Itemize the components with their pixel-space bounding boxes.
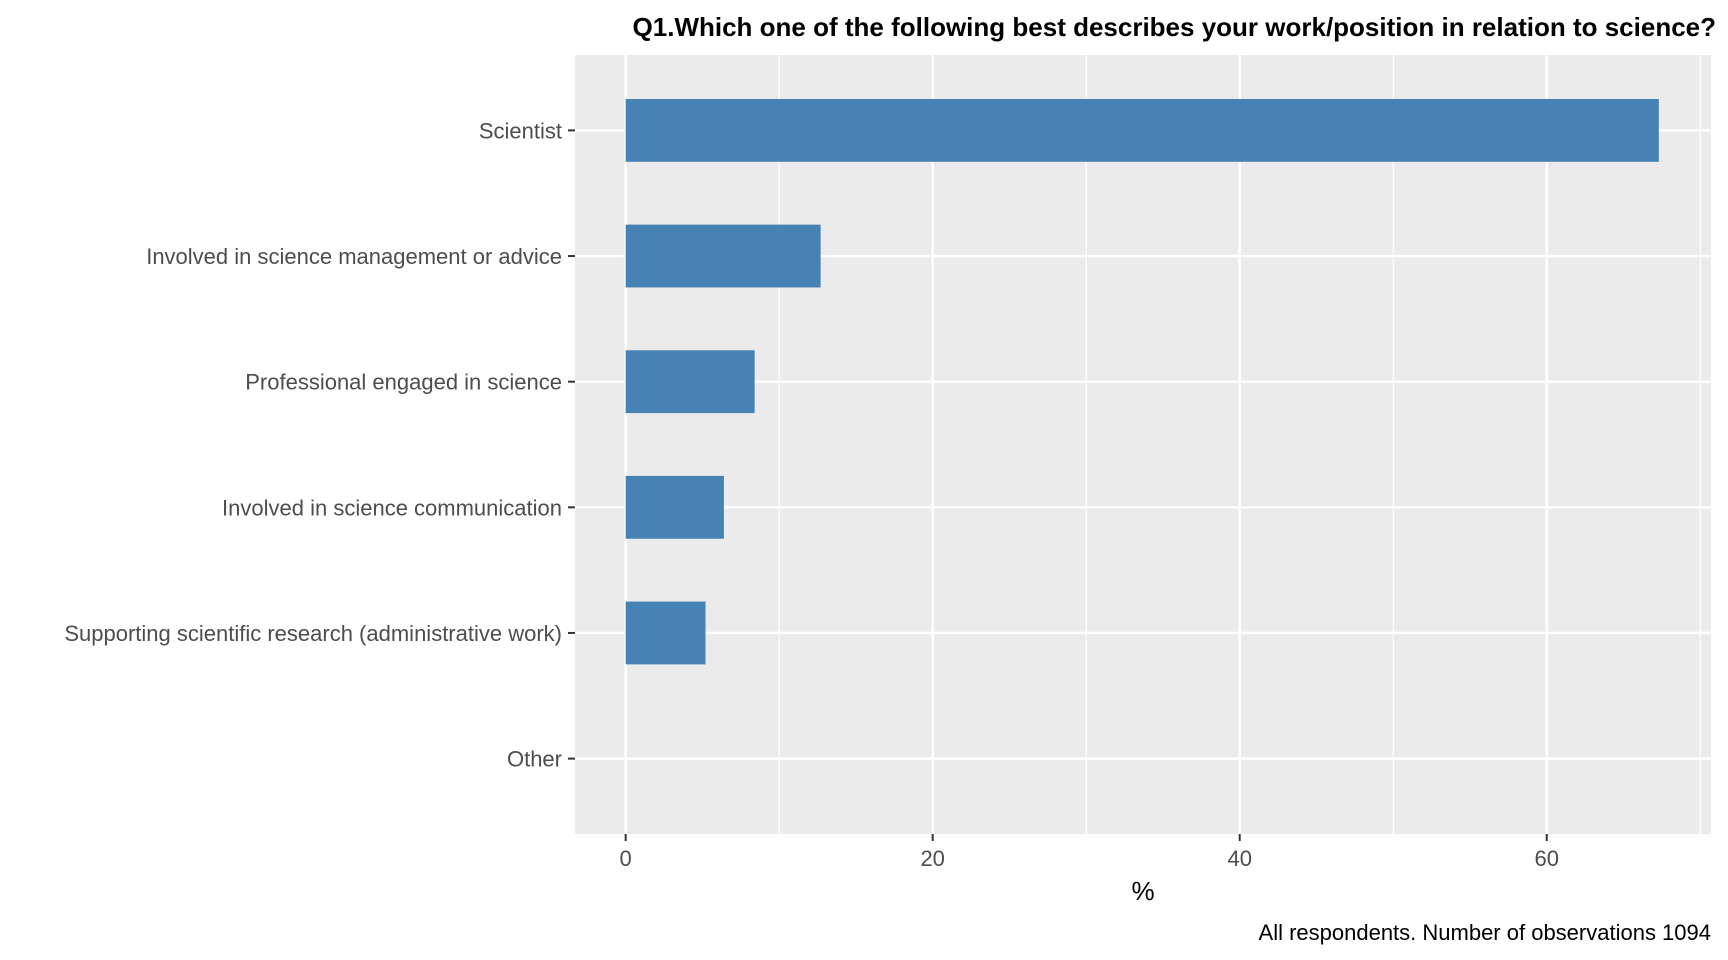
x-tick-label: 60 <box>1534 846 1558 871</box>
chart-caption: All respondents. Number of observations … <box>1259 920 1711 945</box>
category-label: Scientist <box>479 118 562 143</box>
bar <box>625 224 821 288</box>
x-tick-label: 0 <box>620 846 632 871</box>
category-label: Involved in science management or advice <box>146 244 562 269</box>
major-gridlines <box>575 55 1711 834</box>
minor-gridlines <box>778 55 1701 834</box>
chart-title: Q1.Which one of the following best descr… <box>633 12 1716 42</box>
category-label: Involved in science communication <box>222 495 562 520</box>
x-axis-title: % <box>1131 876 1154 906</box>
plot-panel <box>575 55 1711 834</box>
bar <box>625 350 755 414</box>
x-tick-label: 40 <box>1227 846 1251 871</box>
category-label: Professional engaged in science <box>245 370 562 395</box>
y-axis: Scientist Involved in science management … <box>64 118 575 772</box>
bar <box>625 475 724 539</box>
x-tick-label: 20 <box>920 846 944 871</box>
category-label: Supporting scientific research (administ… <box>64 621 562 646</box>
bars <box>625 98 1659 665</box>
category-label: Other <box>507 747 562 772</box>
x-axis: 0 20 40 60 <box>620 834 1559 871</box>
bar <box>625 601 706 665</box>
bar <box>625 98 1659 162</box>
